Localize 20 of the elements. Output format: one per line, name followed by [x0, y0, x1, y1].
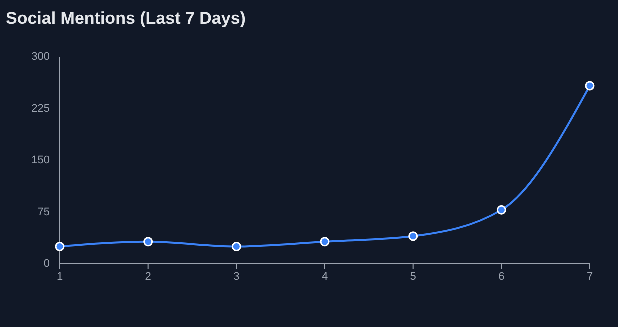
y-tick-label: 75 — [38, 206, 50, 218]
x-tick-label: 5 — [410, 270, 416, 283]
y-tick-label: 225 — [32, 102, 50, 115]
y-tick-label: 0 — [44, 258, 50, 270]
point — [585, 81, 595, 91]
x-tick-label: 1 — [56, 270, 64, 283]
y-tick-label: 150 — [32, 154, 50, 166]
chart-title: Social Mentions (Last 7 Days) — [6, 9, 246, 28]
point — [232, 242, 242, 252]
point — [320, 237, 330, 247]
y-tick-label: 300 — [32, 51, 50, 63]
x-tick-label: 2 — [145, 270, 152, 283]
x-tick-label: 6 — [498, 270, 505, 283]
point — [144, 237, 154, 247]
x-tick-label: 3 — [234, 270, 240, 283]
x-tick-label: 4 — [322, 270, 328, 283]
point — [496, 205, 506, 215]
x-tick-label: 7 — [586, 270, 594, 283]
point — [55, 242, 65, 252]
point — [408, 232, 418, 242]
